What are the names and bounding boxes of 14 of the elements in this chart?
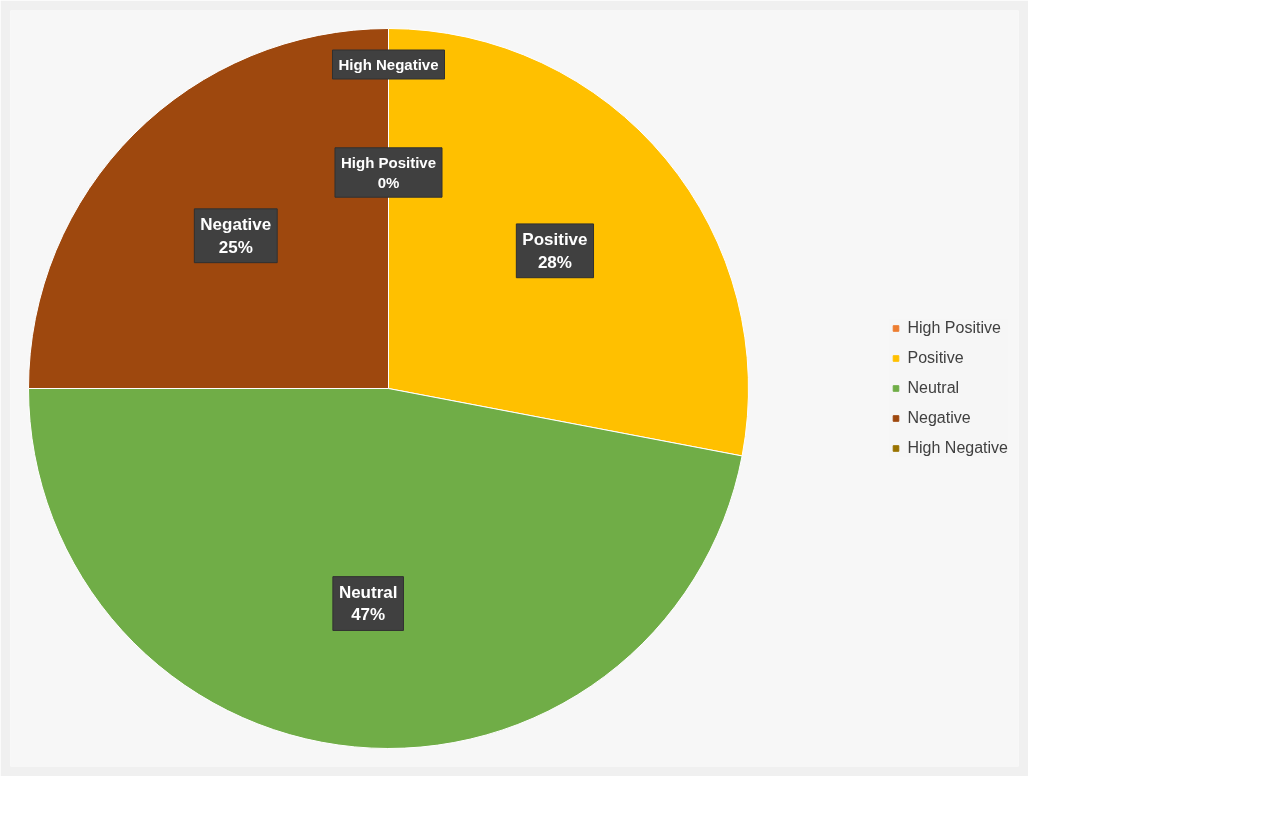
text: 0%: [377, 174, 400, 192]
data-label: 28%: [537, 252, 572, 272]
data-label: 25%: [218, 237, 253, 257]
slice-label: Neutral: [338, 582, 398, 602]
data-label: 47%: [351, 605, 386, 625]
category-label: High Positive: [340, 153, 437, 171]
slice-label: Negative: [200, 214, 272, 234]
slice-label: Positive: [522, 229, 588, 249]
legend-label: Positive: [907, 349, 964, 367]
legend-label: High Negative: [907, 439, 1008, 457]
category-label: High Negative: [338, 56, 439, 73]
legend-label: Negative: [907, 409, 971, 427]
legend-label: Neutral: [907, 379, 960, 397]
legend-label: High Positive: [907, 319, 1001, 337]
